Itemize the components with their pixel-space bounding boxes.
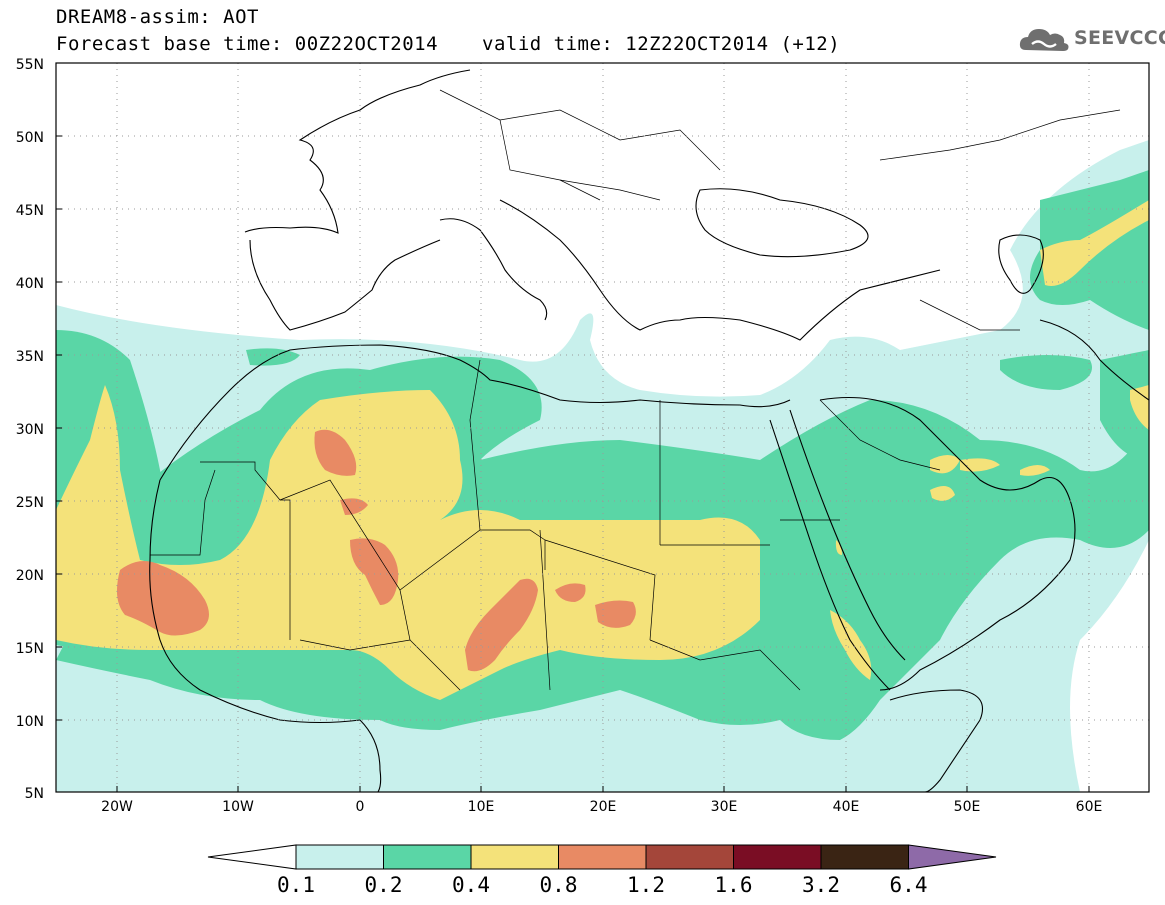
colorbar-swatch-1.2 xyxy=(645,844,734,870)
map-title: DREAM8-assim: AOT xyxy=(56,6,259,28)
lat-label: 5N xyxy=(25,786,44,802)
seevccc-logo: SEEVCCC xyxy=(1018,24,1165,56)
colorbar-label: 1.6 xyxy=(715,873,753,897)
lon-label: 50E xyxy=(954,799,981,815)
lat-label: 35N xyxy=(16,349,44,365)
colorbar-label: 3.2 xyxy=(802,873,840,897)
lat-label: 50N xyxy=(16,130,44,146)
lat-label: 40N xyxy=(16,276,44,292)
colorbar-label: 0.4 xyxy=(452,873,490,897)
lat-label: 10N xyxy=(16,714,44,730)
colorbar-swatch-0.4 xyxy=(470,844,559,870)
aot-level-0.4 xyxy=(56,200,1149,700)
colorbar-max-arrow xyxy=(908,844,997,870)
lat-label: 15N xyxy=(16,641,44,657)
logo-text: SEEVCCC xyxy=(1074,27,1165,49)
colorbar-min-arrow xyxy=(207,844,297,870)
map-area xyxy=(56,63,1149,792)
colorbar-swatch-3.2 xyxy=(820,844,909,870)
lon-label: 10W xyxy=(222,799,254,815)
lat-label: 30N xyxy=(16,422,44,438)
lon-label: 60E xyxy=(1076,799,1103,815)
lat-label: 55N xyxy=(16,57,44,73)
colorbar-label: 1.2 xyxy=(627,873,665,897)
colorbar-swatch-0.1 xyxy=(295,844,384,870)
coastlines xyxy=(149,69,1149,792)
colorbar-label: 0.1 xyxy=(277,873,315,897)
axis-ticks xyxy=(56,62,1090,793)
colorbar xyxy=(207,844,997,870)
lon-label: 20E xyxy=(590,799,617,815)
country-borders xyxy=(150,89,1121,691)
lon-label: 10E xyxy=(468,799,495,815)
colorbar-label: 6.4 xyxy=(890,873,928,897)
valid-time: valid time: 12Z22OCT2014 (+12) xyxy=(482,33,841,55)
aot-level-0.8 xyxy=(116,429,636,672)
graticule xyxy=(56,63,1149,792)
latitude-labels: 55N 50N 45N 40N 35N 30N 25N 20N 15N 10N … xyxy=(16,57,44,802)
colorbar-swatch-0.8 xyxy=(558,844,647,870)
colorbar-label: 0.2 xyxy=(365,873,403,897)
colorbar-labels: 0.1 0.2 0.4 0.8 1.2 1.6 3.2 6.4 xyxy=(277,873,927,897)
lon-label: 30E xyxy=(711,799,738,815)
colorbar-swatch-1.6 xyxy=(733,844,822,870)
cloud-icon xyxy=(1019,29,1069,51)
colorbar-label: 0.8 xyxy=(540,873,578,897)
lon-label: 0 xyxy=(356,799,365,815)
lon-label: 40E xyxy=(833,799,860,815)
lon-label: 20W xyxy=(101,799,133,815)
colorbar-swatch-0.2 xyxy=(383,844,472,870)
lat-label: 25N xyxy=(16,495,44,511)
forecast-base-time: Forecast base time: 00Z22OCT2014 xyxy=(56,33,439,55)
lat-label: 45N xyxy=(16,203,44,219)
lat-label: 20N xyxy=(16,568,44,584)
longitude-labels: 20W 10W 0 10E 20E 30E 40E 50E 60E xyxy=(101,799,1102,815)
